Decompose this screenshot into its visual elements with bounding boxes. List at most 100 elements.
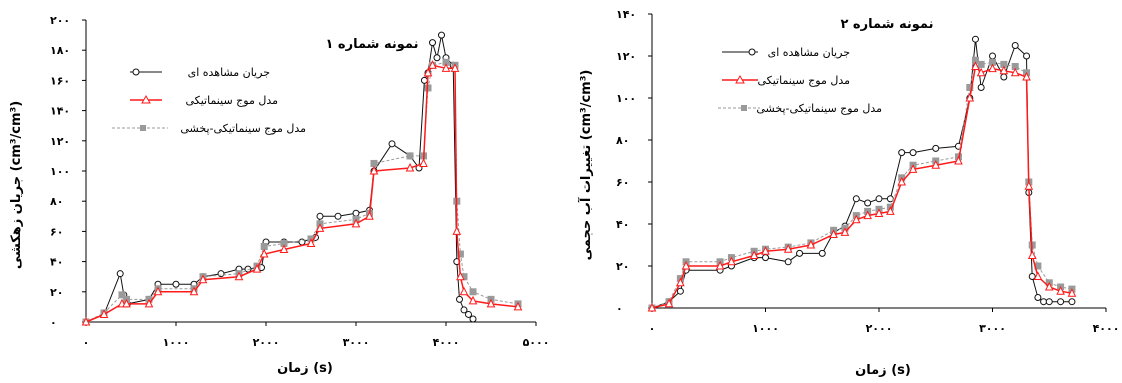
chart-1-observed-point	[420, 76, 428, 84]
chart-2-observed-point	[762, 254, 769, 262]
chart-1-diffusion-line	[85, 61, 519, 323]
chart-2-kinematic-point	[1010, 67, 1020, 77]
chart-1: ۰ ۲۰ ۴۰ ۶۰ ۸۰ ۱۰۰ ۱۲۰ ۱۴۰ ۱۶۰ ۱۸۰ ۲۰۰ ۰ ۱۰۰۰ ۲۰۰۰ ۳۰۰…	[9, 14, 549, 376]
chart-2-observed-point	[932, 144, 940, 152]
chart-2-observed-point	[875, 195, 883, 203]
chart-2-kinematic-point	[863, 210, 872, 220]
chart-1-series-observed	[82, 31, 477, 326]
chart-1-x-tick-label: ۴۰۰۰	[433, 336, 460, 349]
chart-2: ۰ ۲۰ ۴۰ ۶۰ ۸۰ ۱۰۰ ۱۲۰ ۱۴۰ ۰ ۱۰۰۰ ۲۰۰۰ ۳۰۰۰ ۴۰۰۰ نمو…	[577, 8, 1119, 378]
chart-2-diffusion-line	[651, 59, 1073, 309]
chart-1-kinematic-point	[419, 158, 428, 167]
chart-1-legend: جریان مشاهده ای مدل موج سینماتیکی مدل مو…	[112, 66, 306, 135]
chart-1-y-tick-label: ۱۴۰	[50, 105, 70, 118]
chart-2-y-axis-label: تغییرات آب حجمی (cm³/cm³)	[577, 70, 594, 261]
chart-2-kinematic-point	[851, 214, 861, 224]
chart-1-observed-point	[388, 140, 396, 148]
chart-2-observed-point	[977, 84, 985, 91]
chart-2-kinematic-point	[727, 256, 736, 266]
chart-1-kinematic-point	[189, 286, 199, 296]
chart-1-diffusion-point	[260, 243, 268, 250]
chart-1-x-tick-label: ۱۰۰۰	[163, 336, 190, 349]
chart-1-observed-point	[334, 212, 342, 220]
chart-1-x-ticks: ۰ ۱۰۰۰ ۲۰۰۰ ۳۰۰۰ ۴۰۰۰ ۵۰۰۰	[83, 322, 550, 349]
chart-1-kinematic-point	[441, 63, 451, 72]
chart-2-observed-line	[651, 39, 1072, 309]
chart-2-y-ticks: ۰ ۲۰ ۴۰ ۶۰ ۸۰ ۱۰۰ ۱۲۰ ۱۴۰	[616, 8, 652, 315]
chart-2-y-tick-label: ۸۰	[616, 134, 629, 147]
chart-1-legend-item-observed: جریان مشاهده ای	[130, 66, 270, 79]
chart-1-kinematic-point	[122, 298, 131, 308]
chart-1-y-tick-label: ۸۰	[50, 195, 63, 208]
chart-1-kinematic-point	[351, 218, 361, 228]
chart-1-plot-area: ۰ ۲۰ ۴۰ ۶۰ ۸۰ ۱۰۰ ۱۲۰ ۱۴۰ ۱۶۰ ۱۸۰ ۲۰۰ ۰ ۱۰۰۰ ۲۰۰۰ ۳۰۰…	[50, 14, 549, 349]
chart-2-x-tick-label: ۱۰۰۰	[752, 322, 779, 335]
chart-1-kinematic-point	[306, 238, 316, 247]
chart-2-observed-point	[1034, 294, 1042, 301]
chart-1-kinematic-point	[153, 286, 163, 296]
chart-2-kinematic-point	[965, 92, 975, 102]
chart-2-legend-item-observed: جریان مشاهده ای	[722, 46, 850, 59]
chart-2-legend-label-diffusion: مدل موج سینماتیکی-پخشی	[756, 102, 882, 115]
chart-2-observed-point	[796, 249, 804, 257]
chart-1-series-kinematic	[81, 60, 523, 326]
chart-2-kinematic-point	[988, 63, 997, 73]
chart-2-legend: جریان مشاهده ای مدل موج سینماتیکی مدل مو…	[718, 46, 882, 115]
chart-2-kinematic-point	[897, 176, 907, 186]
chart-2-observed-point	[1028, 273, 1036, 280]
chart-2-kinematic-point	[1044, 281, 1054, 291]
chart-1-y-axis-label: جریان زهکشی (cm³/cm³)	[9, 101, 24, 269]
chart-2-kinematic-point	[761, 246, 770, 255]
chart-2-observed-point	[1057, 298, 1065, 306]
chart-1-kinematic-point	[423, 67, 433, 77]
chart-2-observed-point	[1068, 298, 1076, 306]
chart-1-kinematic-point	[365, 211, 374, 220]
chart-2-kinematic-point	[971, 61, 980, 70]
chart-2-diffusion-point	[977, 60, 985, 68]
chart-1-kinematic-point	[198, 274, 208, 284]
chart-2-x-tick-label: ۳۰۰۰	[979, 322, 1006, 335]
chart-1-kinematic-point	[452, 226, 462, 235]
chart-2-x-axis-label: زمان (s)	[855, 363, 911, 378]
chart-1-y-tick-label: ۱۰۰	[50, 165, 70, 178]
chart-2-kinematic-point	[806, 239, 816, 249]
chart-1-observed-point	[429, 39, 436, 47]
chart-1-kinematic-point	[144, 298, 154, 308]
chart-1-diffusion-point	[118, 291, 126, 299]
chart-2-kinematic-point	[976, 67, 986, 77]
chart-2-series-group	[647, 35, 1077, 312]
chart-1-kinematic-point	[468, 295, 478, 305]
chart-1-observed-point	[316, 212, 324, 220]
chart-1-legend-label-kinematic: مدل موج سینماتیکی	[185, 94, 278, 107]
chart-1-legend-label-diffusion: مدل موج سینماتیکی-پخشی	[180, 122, 306, 135]
chart-2-kinematic-point	[1024, 181, 1034, 190]
chart-2-kinematic-point	[1056, 286, 1065, 295]
chart-2-kinematic-point	[931, 160, 941, 169]
chart-1-y-tick-label: ۴۰	[50, 256, 63, 269]
chart-2-kinematic-point	[886, 206, 895, 215]
chart-1-y-tick-label: ۰	[50, 316, 57, 329]
chart-1-kinematic-point	[456, 271, 465, 281]
chart-2-y-tick-label: ۰	[616, 302, 623, 315]
chart-2-observed-point	[971, 35, 979, 43]
chart-2-kinematic-point	[1033, 271, 1043, 280]
chart-2-plot-area: ۰ ۲۰ ۴۰ ۶۰ ۸۰ ۱۰۰ ۱۲۰ ۱۴۰ ۰ ۱۰۰۰ ۲۰۰۰ ۳۰۰۰ ۴۰۰۰	[616, 8, 1119, 335]
chart-1-observed-point	[172, 280, 180, 288]
chart-2-kinematic-point	[999, 65, 1009, 75]
chart-1-x-tick-label: ۵۰۰۰	[523, 336, 550, 349]
chart-2-observed-point	[1040, 298, 1048, 306]
chart-1-kinematic-point	[486, 298, 496, 308]
chart-1-x-axis-label: زمان (s)	[277, 361, 333, 376]
chart-1-observed-point	[433, 54, 441, 62]
chart-2-observed-point	[1000, 73, 1008, 81]
chart-2-legend-label-observed: جریان مشاهده ای	[768, 46, 850, 59]
chart-2-observed-point	[898, 149, 906, 157]
chart-2-x-tick-label: ۲۰۰۰	[866, 322, 893, 335]
chart-2-kinematic-point	[681, 260, 691, 270]
chart-1-legend-item-kinematic: مدل موج سینماتیکی	[130, 94, 278, 107]
chart-1-y-tick-label: ۱۶۰	[50, 74, 70, 87]
chart-1-observed-point	[438, 31, 445, 39]
chart-1-observed-point	[465, 310, 472, 318]
chart-2-observed-point	[676, 287, 684, 295]
chart-2-kinematic-point	[749, 250, 759, 259]
